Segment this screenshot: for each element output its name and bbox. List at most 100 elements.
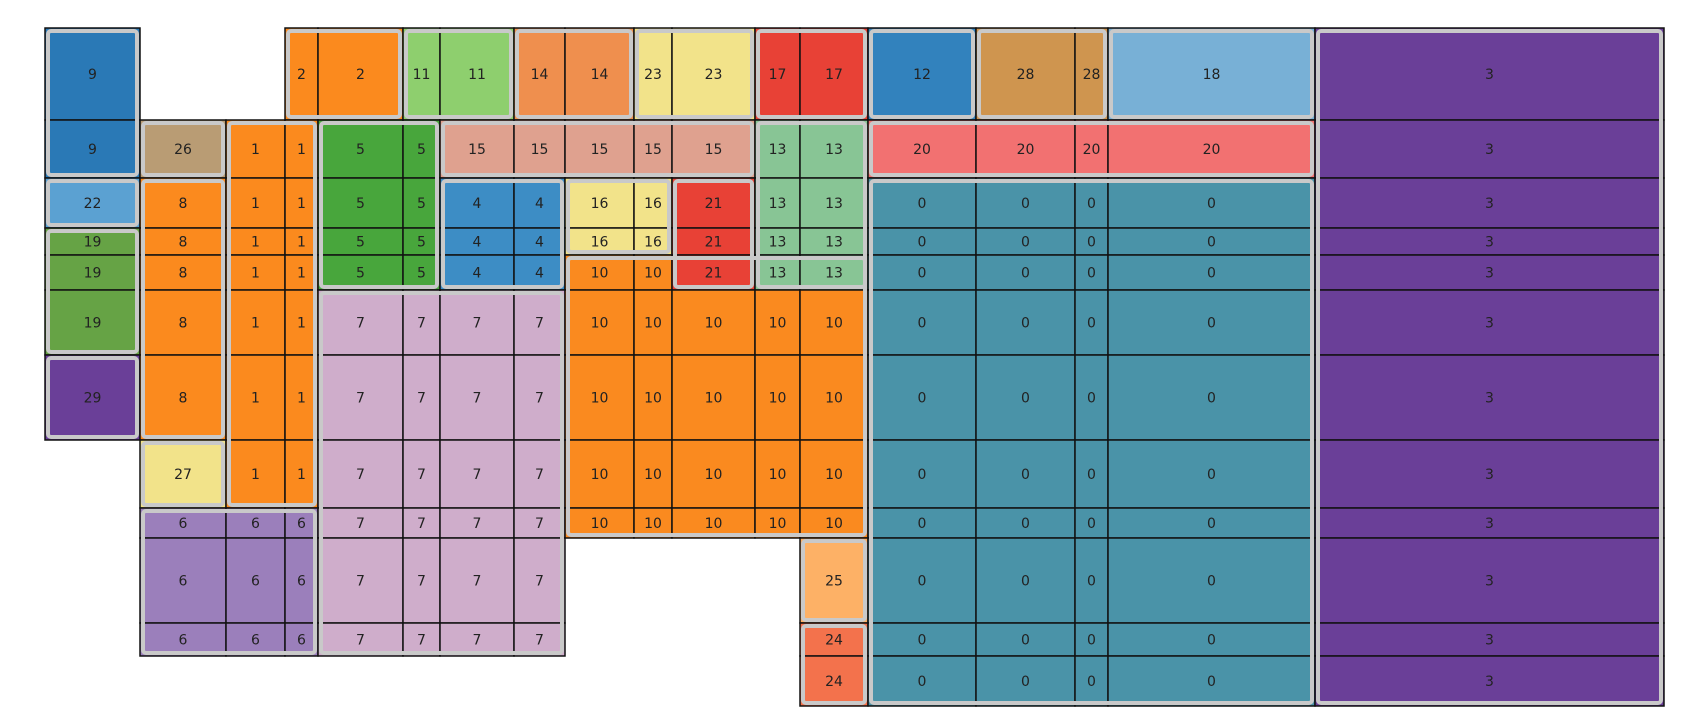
cell-label: 10 bbox=[769, 467, 787, 483]
grid-cell bbox=[139, 227, 227, 256]
region-outline bbox=[869, 179, 1314, 705]
grid-cell bbox=[139, 177, 227, 229]
cell-label: 6 bbox=[251, 633, 260, 649]
cell-label: 13 bbox=[769, 142, 787, 158]
cell-label: 7 bbox=[535, 316, 544, 332]
grid-cell bbox=[867, 254, 977, 291]
cell-label: 7 bbox=[356, 633, 365, 649]
cell-label: 8 bbox=[179, 266, 188, 282]
grid-cell bbox=[1107, 254, 1316, 291]
grid-cell bbox=[564, 289, 635, 356]
cell-label: 0 bbox=[1021, 235, 1030, 251]
grid-cell bbox=[799, 354, 869, 441]
grid-cell bbox=[671, 289, 756, 356]
grid-cell bbox=[225, 537, 286, 624]
grid-cell bbox=[975, 622, 1076, 657]
cell-label: 0 bbox=[1021, 516, 1030, 532]
cell-label: 4 bbox=[473, 235, 482, 251]
grid-cell bbox=[754, 254, 801, 291]
cell-label: 1 bbox=[251, 266, 260, 282]
grid-cell bbox=[44, 27, 141, 121]
grid-cell bbox=[284, 537, 319, 624]
region-outline bbox=[566, 179, 671, 254]
cell-label: 2 bbox=[356, 67, 365, 83]
grid-cell bbox=[317, 537, 404, 624]
cell-label: 10 bbox=[644, 316, 662, 332]
cell-label: 7 bbox=[535, 516, 544, 532]
grid-cell bbox=[284, 27, 319, 121]
cell-label: 1 bbox=[297, 391, 306, 407]
grid-cell bbox=[439, 537, 515, 624]
cell-label: 0 bbox=[1207, 316, 1216, 332]
cell-label: 0 bbox=[1207, 633, 1216, 649]
grid-cell bbox=[317, 119, 404, 179]
cell-label: 10 bbox=[591, 516, 609, 532]
cell-label: 10 bbox=[591, 391, 609, 407]
cell-label: 0 bbox=[918, 674, 927, 690]
cell-label: 0 bbox=[1087, 316, 1096, 332]
grid-cell bbox=[402, 119, 441, 179]
cell-label: 7 bbox=[356, 316, 365, 332]
grid-cell bbox=[513, 177, 566, 229]
grid-cell bbox=[225, 622, 286, 657]
cell-label: 1 bbox=[251, 235, 260, 251]
cell-label: 7 bbox=[417, 467, 426, 483]
grid-cell bbox=[439, 354, 515, 441]
grid-cell bbox=[284, 119, 319, 179]
grid-cell bbox=[1107, 507, 1316, 539]
cell-label: 14 bbox=[531, 67, 549, 83]
grid-cell bbox=[1074, 227, 1109, 256]
grid-cell bbox=[1074, 655, 1109, 707]
grid-cell bbox=[1074, 622, 1109, 657]
grid-cell bbox=[513, 507, 566, 539]
grid-cell bbox=[225, 289, 286, 356]
grid-cell bbox=[1074, 439, 1109, 509]
cell-label: 0 bbox=[918, 516, 927, 532]
grid-cell bbox=[225, 119, 286, 179]
grid-cell bbox=[1074, 289, 1109, 356]
cell-label: 10 bbox=[705, 316, 723, 332]
grid-cell bbox=[402, 354, 441, 441]
cell-label: 16 bbox=[644, 196, 662, 212]
grid-cell bbox=[317, 254, 404, 291]
cell-label: 10 bbox=[705, 516, 723, 532]
cell-label: 7 bbox=[535, 467, 544, 483]
cell-label: 0 bbox=[918, 196, 927, 212]
cell-label: 9 bbox=[88, 67, 97, 83]
cell-label: 4 bbox=[535, 196, 544, 212]
grid-cell bbox=[799, 119, 869, 179]
cell-label: 15 bbox=[531, 142, 549, 158]
region-outlines bbox=[46, 29, 1663, 705]
cell-label: 10 bbox=[769, 391, 787, 407]
grid-cell bbox=[139, 254, 227, 291]
grid-cell bbox=[225, 254, 286, 291]
grid-cell bbox=[1314, 289, 1665, 356]
cell-label: 1 bbox=[251, 196, 260, 212]
cell-label: 6 bbox=[179, 516, 188, 532]
cell-label: 23 bbox=[644, 67, 662, 83]
cell-label: 22 bbox=[84, 196, 102, 212]
cell-label: 5 bbox=[356, 196, 365, 212]
grid-cell bbox=[402, 439, 441, 509]
grid-cell bbox=[1107, 354, 1316, 441]
grid-cell bbox=[284, 439, 319, 509]
grid-cell bbox=[799, 537, 869, 624]
cell-label: 10 bbox=[769, 316, 787, 332]
cell-label: 4 bbox=[473, 266, 482, 282]
cell-label: 13 bbox=[769, 266, 787, 282]
cell-label: 15 bbox=[644, 142, 662, 158]
grid-cell bbox=[1074, 354, 1109, 441]
cell-label: 1 bbox=[251, 467, 260, 483]
cell-label: 21 bbox=[705, 235, 723, 251]
cell-label: 5 bbox=[417, 266, 426, 282]
cell-label: 5 bbox=[356, 266, 365, 282]
cell-label: 0 bbox=[918, 391, 927, 407]
region-outline bbox=[404, 29, 513, 119]
cell-label: 0 bbox=[1087, 266, 1096, 282]
cell-label: 7 bbox=[356, 391, 365, 407]
cell-label: 7 bbox=[535, 391, 544, 407]
cell-label: 0 bbox=[1021, 633, 1030, 649]
grid-cell bbox=[754, 354, 801, 441]
cell-label: 10 bbox=[644, 266, 662, 282]
grid-cell bbox=[867, 289, 977, 356]
